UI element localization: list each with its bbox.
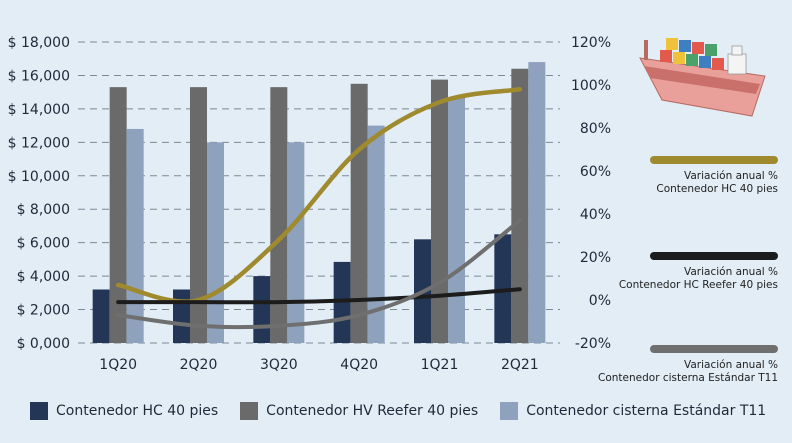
y-right-tick: 100% xyxy=(571,78,611,94)
right-axis-ticks: -20%0%20%40%60%80%100%120% xyxy=(571,35,611,352)
note-cisterna-line1: Variación anual % xyxy=(588,359,778,372)
y-right-tick: 0% xyxy=(589,293,611,309)
note-cisterna-line2: Contenedor cisterna Estándar T11 xyxy=(588,372,778,385)
y-right-tick: 120% xyxy=(571,35,611,51)
y-right-tick: 40% xyxy=(580,207,611,223)
bar-cisterna-1Q20 xyxy=(127,129,144,343)
x-tick: 1Q20 xyxy=(99,357,137,373)
bar-hc40-2Q20 xyxy=(173,289,190,343)
y-left-tick: $ 12,000 xyxy=(8,135,70,151)
y-left-tick: $ 14,000 xyxy=(8,102,70,118)
y-right-tick: 80% xyxy=(580,121,611,137)
note-reefer-swatch xyxy=(650,252,778,260)
y-left-tick: $ 4,000 xyxy=(17,269,70,285)
bar-cisterna-2Q21 xyxy=(528,62,545,343)
y-left-tick: $ 18,000 xyxy=(8,35,70,51)
x-axis-ticks: 1Q20 2Q20 3Q20 4Q20 1Q21 2Q21 xyxy=(99,357,538,373)
x-tick: 1Q21 xyxy=(421,357,459,373)
note-cisterna-swatch xyxy=(650,345,778,353)
y-left-tick: $ 6,000 xyxy=(17,236,70,252)
bar-hc40-1Q20 xyxy=(93,289,110,343)
legend-swatch-hc40 xyxy=(30,402,48,420)
note-hc40-line2: Contenedor HC 40 pies xyxy=(648,183,778,196)
legend: Contenedor HC 40 pies Contenedor HV Reef… xyxy=(30,402,788,420)
note-cisterna: Variación anual % Contenedor cisterna Es… xyxy=(588,345,778,385)
note-hc40: Variación anual % Contenedor HC 40 pies xyxy=(648,156,778,196)
bar-reefer-2Q21 xyxy=(511,69,528,343)
bar-reefer-3Q20 xyxy=(270,87,287,343)
note-hc40-line1: Variación anual % xyxy=(648,170,778,183)
cargo-ship-icon xyxy=(640,38,765,116)
legend-label-reefer: Contenedor HV Reefer 40 pies xyxy=(266,403,478,419)
note-hc40-swatch xyxy=(650,156,778,164)
y-left-tick: $ 8,000 xyxy=(17,202,70,218)
legend-swatch-reefer xyxy=(240,402,258,420)
bar-cisterna-3Q20 xyxy=(287,142,304,343)
note-reefer-line2: Contenedor HC Reefer 40 pies xyxy=(598,279,778,292)
y-left-tick: $ 10,000 xyxy=(8,169,70,185)
legend-item-hc40: Contenedor HC 40 pies xyxy=(30,402,218,420)
y-left-tick: $ 16,000 xyxy=(8,68,70,84)
bar-reefer-1Q21 xyxy=(431,80,448,343)
legend-item-reefer: Contenedor HV Reefer 40 pies xyxy=(240,402,478,420)
y-right-tick: 60% xyxy=(580,164,611,180)
x-tick: 4Q20 xyxy=(340,357,378,373)
x-tick: 3Q20 xyxy=(260,357,298,373)
legend-item-cisterna: Contenedor cisterna Estándar T11 xyxy=(500,402,766,420)
x-tick: 2Q21 xyxy=(501,357,539,373)
bar-cisterna-1Q21 xyxy=(448,97,465,343)
x-tick: 2Q20 xyxy=(180,357,218,373)
legend-label-hc40: Contenedor HC 40 pies xyxy=(56,403,218,419)
bar-reefer-4Q20 xyxy=(351,84,368,343)
bar-reefer-1Q20 xyxy=(110,87,127,343)
left-axis-ticks: $ 0,000 $ 2,000 $ 4,000 $ 6,000 $ 8,000 $ 10,… xyxy=(8,35,70,352)
bar-reefer-2Q20 xyxy=(190,87,207,343)
legend-swatch-cisterna xyxy=(500,402,518,420)
y-left-tick: $ 0,000 xyxy=(17,336,70,352)
legend-label-cisterna: Contenedor cisterna Estándar T11 xyxy=(526,403,766,419)
bar-cisterna-2Q20 xyxy=(207,142,224,343)
note-reefer: Variación anual % Contenedor HC Reefer 4… xyxy=(598,252,778,292)
bar-hc40-3Q20 xyxy=(253,276,270,343)
note-reefer-line1: Variación anual % xyxy=(598,266,778,279)
y-left-tick: $ 2,000 xyxy=(17,303,70,319)
